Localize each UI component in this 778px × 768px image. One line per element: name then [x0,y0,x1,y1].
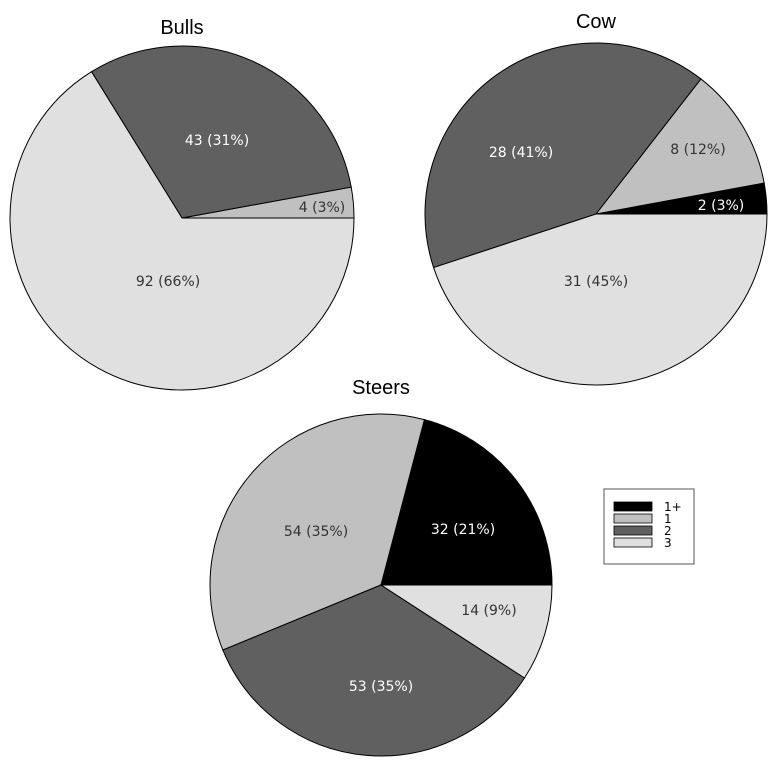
slice-steers-2 [222,584,526,757]
slice-label-cow-1plus: 2 (3%) [698,198,745,214]
slice-label-bulls-1: 4 (3%) [299,200,346,216]
slice-cow-2 [424,42,702,269]
pie-title-bulls: Bulls [160,17,203,39]
slice-label-bulls-3: 92 (66%) [136,274,200,290]
pie-cow: Cow 2 (3%) 8 (12%) 28 (41%) 31 (45%) [424,11,768,386]
slice-label-bulls-2: 43 (31%) [185,133,249,149]
pie-title-steers: Steers [352,377,410,399]
slice-label-steers-1: 54 (35%) [284,524,348,540]
pie-charts: Bulls 4 (3%) 43 (31%) 92 (66%) Cow 2 (3%) 8 (1… [9,11,768,757]
slice-steers-1 [209,413,426,651]
legend-swatch-2 [613,525,653,536]
slice-label-cow-1: 8 (12%) [670,142,725,158]
slice-label-cow-2: 28 (41%) [489,145,553,161]
slice-label-cow-3: 31 (45%) [564,274,628,290]
legend-label-2: 2 [664,524,672,538]
slice-cow-3 [432,213,768,386]
legend-label-1: 1 [664,512,672,526]
legend: 1+123 [603,488,695,565]
slice-label-steers-3: 14 (9%) [461,603,516,619]
pie-title-cow: Cow [576,11,617,33]
legend-swatch-1 [613,513,653,524]
legend-swatch-3 [613,537,653,548]
slice-cow-1 [594,78,765,215]
legend-label-3: 3 [664,536,672,550]
slice-bulls-3 [9,71,355,391]
pie-bulls: Bulls 4 (3%) 43 (31%) 92 (66%) [9,17,355,391]
slice-label-steers-1plus: 32 (21%) [431,522,495,538]
slice-steers-1plus [380,418,553,586]
legend-items: 1+123 [613,500,682,550]
legend-swatch-1plus [613,501,653,512]
pie-steers: Steers 32 (21%) 54 (35%) 53 (35%) 14 (9%) [209,377,553,757]
slice-steers-3 [379,584,553,679]
legend-label-1plus: 1+ [664,500,682,514]
slice-label-steers-2: 53 (35%) [349,679,413,695]
slice-bulls-2 [90,45,352,219]
